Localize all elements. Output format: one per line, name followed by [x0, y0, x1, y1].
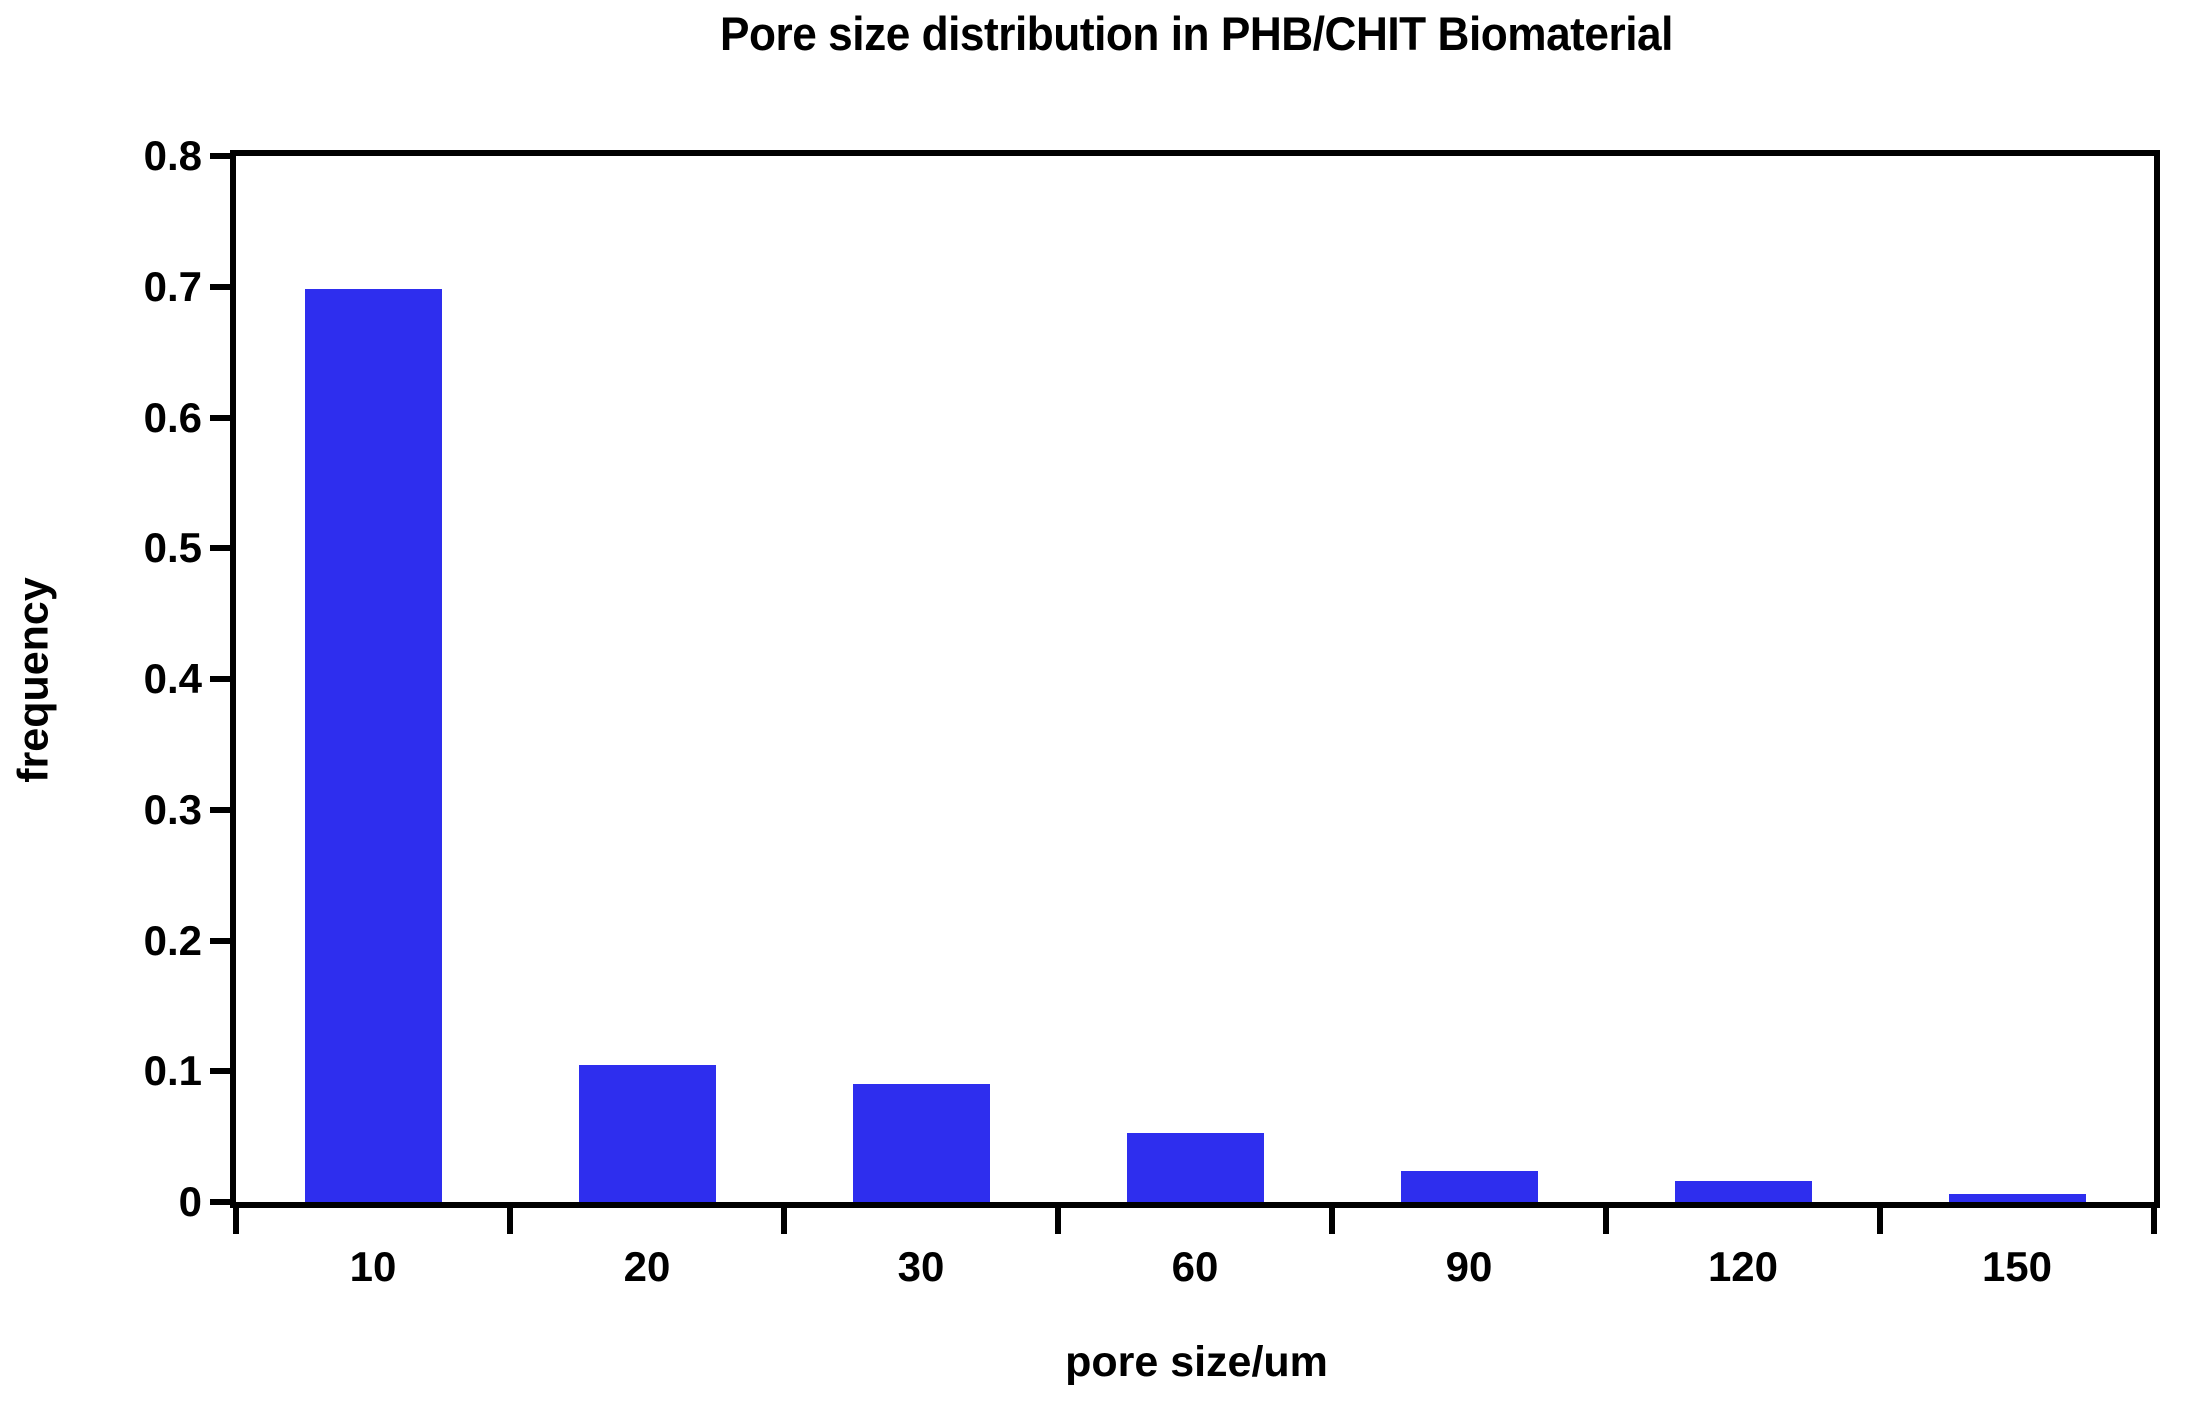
- y-tick-label-0.2: 0.2: [143, 916, 202, 964]
- x-tick-label-20: 20: [623, 1243, 671, 1290]
- bar-20: [578, 1064, 716, 1202]
- x-tick-label-150: 150: [1981, 1243, 2053, 1290]
- x-tick-label-120: 120: [1707, 1243, 1779, 1290]
- bar-90: [1400, 1170, 1538, 1202]
- chart-title: Pore size distribution in PHB/CHIT Bioma…: [720, 7, 1673, 60]
- y-axis-tick: [210, 1199, 230, 1205]
- x-axis-tick: [507, 1208, 513, 1234]
- y-tick-label-0.1: 0.1: [143, 1047, 202, 1095]
- x-axis-tick: [233, 1208, 239, 1234]
- x-axis-tick: [1329, 1208, 1335, 1234]
- y-tick-label-0.4: 0.4: [143, 655, 202, 702]
- bar-150: [1948, 1194, 2086, 1202]
- x-tick-label-90: 90: [1445, 1243, 1493, 1290]
- y-axis-tick: [210, 545, 230, 552]
- y-tick-label-0: 0: [178, 1178, 202, 1225]
- bar-10: [304, 289, 442, 1202]
- y-axis-title: frequency: [9, 577, 58, 783]
- bar-60: [1126, 1132, 1264, 1202]
- x-axis-tick: [1603, 1208, 1609, 1234]
- y-tick-label-0.3: 0.3: [143, 785, 202, 833]
- y-axis-tick: [210, 153, 230, 159]
- y-tick-label-0.6: 0.6: [143, 393, 202, 441]
- y-axis-tick: [210, 676, 230, 682]
- x-axis-tick: [2151, 1208, 2157, 1234]
- plot-area: [210, 150, 2160, 1234]
- x-axis-tick: [1055, 1208, 1061, 1234]
- y-tick-label-0.5: 0.5: [143, 524, 202, 572]
- y-axis-tick: [210, 283, 230, 290]
- x-tick-label-30: 30: [897, 1243, 945, 1290]
- y-axis-tick: [210, 937, 230, 944]
- x-axis-tick: [781, 1208, 787, 1234]
- y-tick-label-0.7: 0.7: [143, 262, 202, 310]
- x-tick-label-10: 10: [349, 1243, 397, 1290]
- y-axis-tick: [210, 414, 230, 421]
- x-axis-tick: [1877, 1208, 1883, 1234]
- bar-120: [1674, 1181, 1812, 1202]
- x-axis-title: pore size/um: [1065, 1338, 1328, 1386]
- y-tick-label-0.8: 0.8: [143, 132, 202, 179]
- y-axis-tick: [210, 806, 230, 813]
- y-axis-tick: [210, 1068, 230, 1075]
- x-tick-label-60: 60: [1171, 1243, 1219, 1290]
- bar-30: [852, 1084, 990, 1202]
